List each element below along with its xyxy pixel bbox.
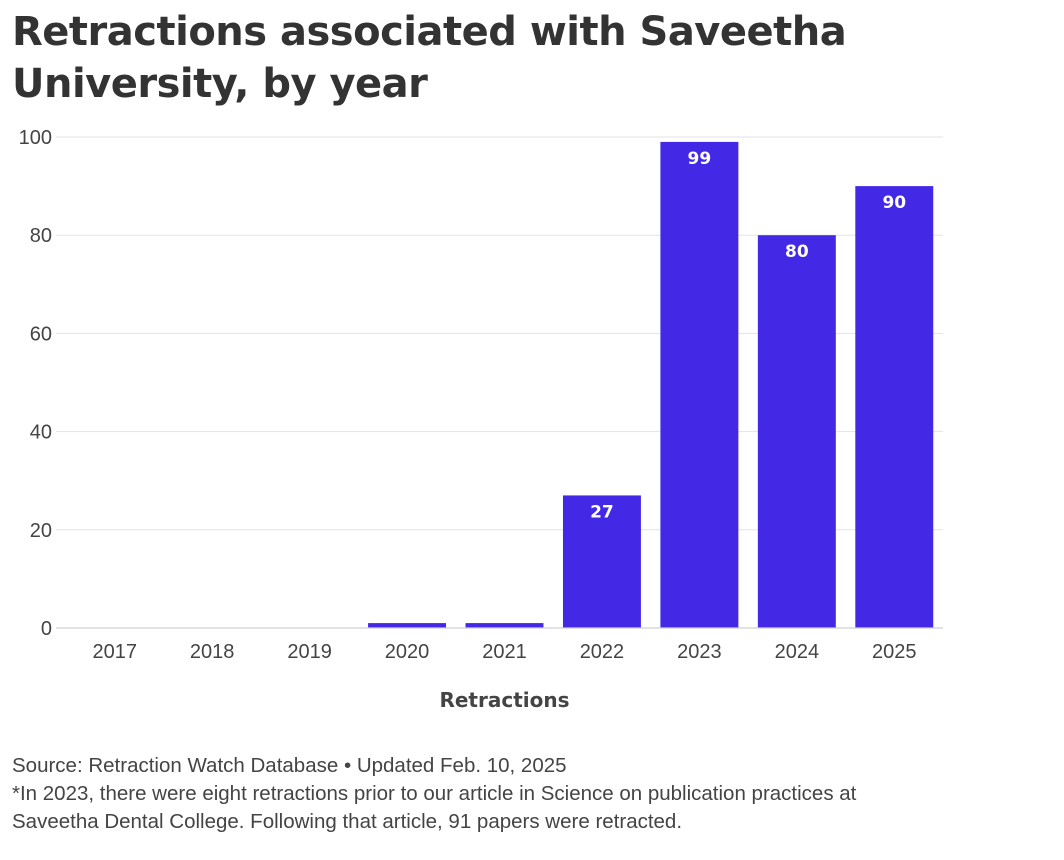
bar-label-2023: 99 (688, 149, 712, 169)
x-tick-label-2022: 2022 (580, 641, 625, 663)
bar-label-2024: 80 (785, 242, 809, 262)
y-tick-label: 40 (30, 422, 52, 444)
footnote-line-2: Saveetha Dental College. Following that … (12, 810, 683, 833)
bar-2022 (562, 495, 641, 628)
x-tick-label-2020: 2020 (385, 641, 430, 663)
bar-2025 (855, 186, 934, 628)
x-tick-label-2019: 2019 (287, 641, 332, 663)
x-tick-label-2024: 2024 (775, 641, 820, 663)
x-tick-label-2025: 2025 (872, 641, 917, 663)
x-axis-ticks: 2017 2018 2019 2020 2021 2022 2023 2024 2025 (92, 641, 916, 663)
bar-data-labels: 27 99 80 90 (590, 149, 906, 523)
y-axis-ticks: 0 20 40 60 80 100 (19, 127, 52, 640)
bars (368, 141, 934, 628)
x-axis-label: Retractions (439, 688, 569, 712)
y-tick-label: 100 (19, 127, 52, 149)
chart-title-line-1: Retractions associated with Saveetha (12, 9, 847, 55)
x-tick-label-2018: 2018 (190, 641, 235, 663)
bar-label-2022: 27 (590, 502, 614, 522)
y-tick-label: 20 (30, 520, 52, 542)
y-tick-label: 60 (30, 323, 52, 345)
footnote-line-1: *In 2023, there were eight retractions p… (12, 782, 857, 805)
bar-label-2025: 90 (882, 193, 906, 213)
x-tick-label-2023: 2023 (677, 641, 722, 663)
bar-2020 (368, 623, 447, 628)
chart-title-line-2: University, by year (12, 61, 428, 107)
bar-2023 (660, 141, 739, 628)
chart-footer: Source: Retraction Watch Database • Upda… (12, 752, 1012, 836)
x-tick-label-2017: 2017 (92, 641, 137, 663)
x-tick-label-2021: 2021 (482, 641, 527, 663)
y-tick-label: 80 (30, 225, 52, 247)
bar-2021 (465, 623, 544, 628)
chart-title: Retractions associated with Saveetha Uni… (12, 6, 912, 110)
bar-2024 (757, 235, 836, 628)
y-tick-label: 0 (41, 618, 52, 640)
source-note: Source: Retraction Watch Database • Upda… (12, 754, 567, 777)
